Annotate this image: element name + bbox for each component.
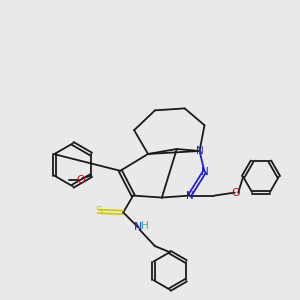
Text: N: N — [134, 222, 142, 232]
Text: N: N — [186, 190, 194, 201]
Text: O: O — [76, 175, 85, 185]
Text: O: O — [232, 188, 241, 198]
Text: N: N — [201, 167, 208, 177]
Text: H: H — [141, 221, 148, 231]
Text: S: S — [95, 206, 102, 216]
Text: N: N — [196, 146, 203, 156]
